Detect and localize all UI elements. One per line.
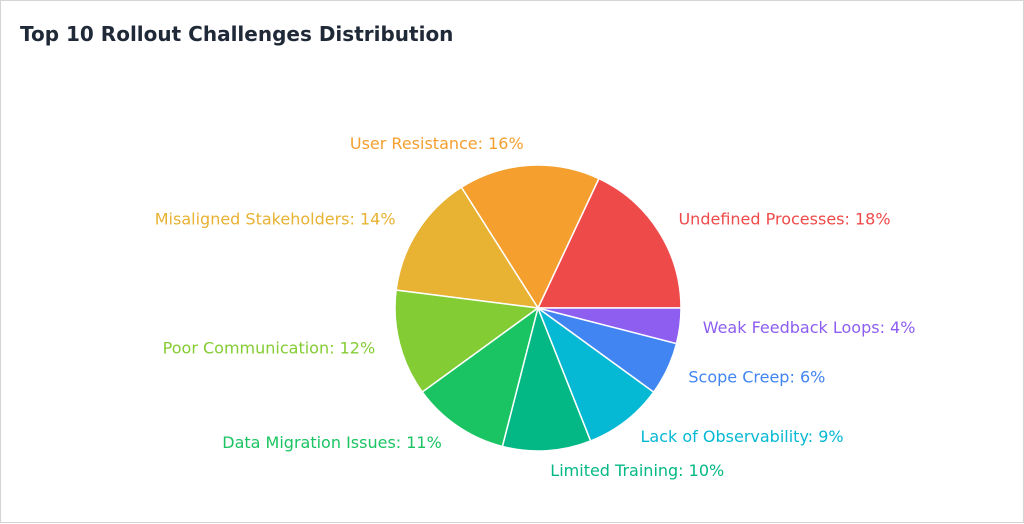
slice-label: Scope Creep: 6%	[688, 367, 825, 386]
pie-slice[interactable]	[421, 306, 540, 448]
pie-slice[interactable]	[460, 164, 600, 310]
chart-title: Top 10 Rollout Challenges Distribution	[20, 22, 454, 46]
slice-label: Data Migration Issues: 11%	[222, 433, 442, 452]
pie-slice[interactable]	[536, 305, 655, 442]
slice-label: Lack of Observability: 9%	[641, 427, 844, 446]
slice-label: Poor Communication: 12%	[163, 338, 375, 357]
pie-slice[interactable]	[394, 289, 540, 394]
pie-slice[interactable]	[501, 305, 592, 452]
pie-slice[interactable]	[537, 307, 682, 345]
pie-slice[interactable]	[395, 186, 540, 309]
slice-label: Misaligned Stakeholders: 14%	[155, 210, 396, 229]
slice-label: Limited Training: 10%	[550, 461, 724, 480]
slice-label: Undefined Processes: 18%	[678, 210, 890, 229]
slice-label: User Resistance: 16%	[350, 134, 524, 153]
slice-label: Weak Feedback Loops: 4%	[703, 318, 916, 337]
pie-slice[interactable]	[536, 177, 682, 309]
